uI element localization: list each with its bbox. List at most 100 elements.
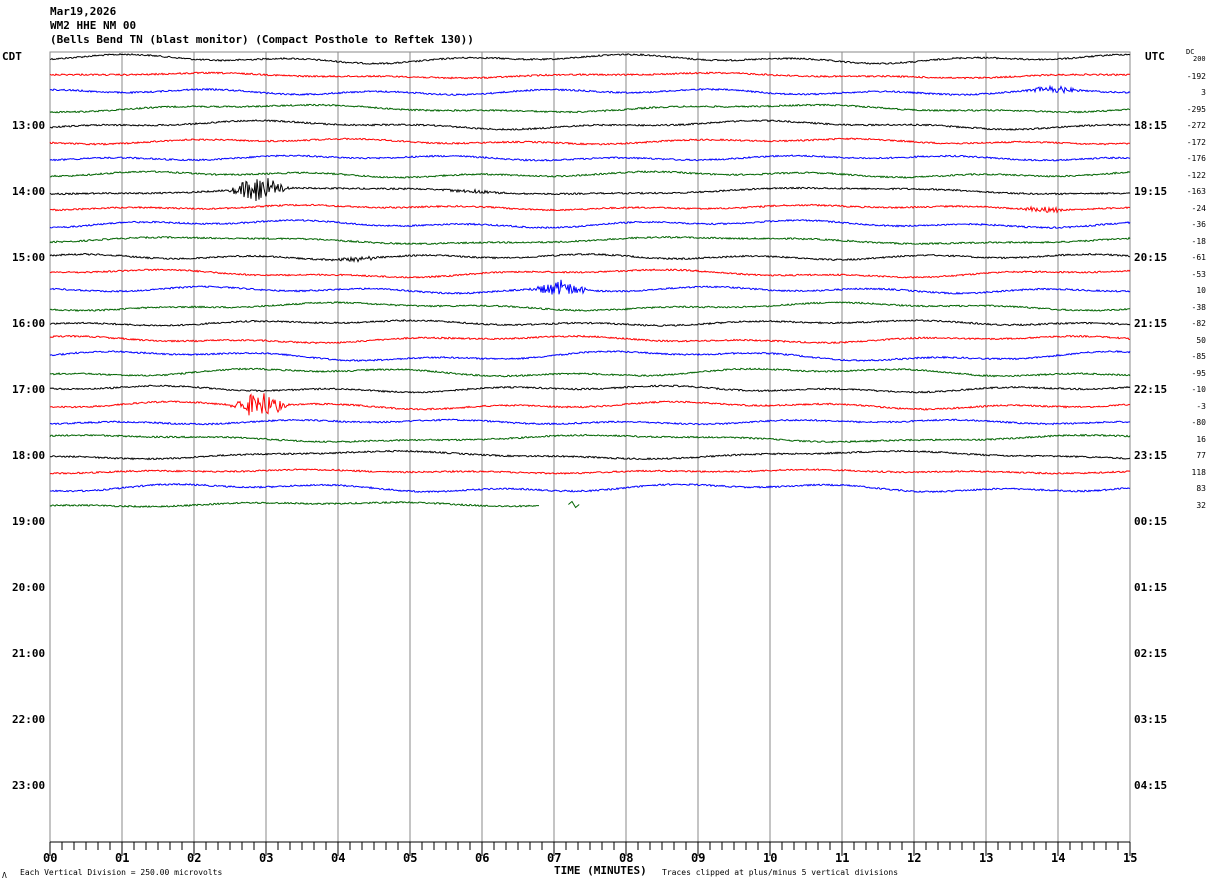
x-tick-label: 05 [403,851,418,865]
trace-fragment [568,500,580,509]
seismic-trace-18 [49,350,1131,362]
left-hour-label: 15:00 [12,251,46,264]
right-hour-label: 19:15 [1134,185,1168,198]
right-hour-label: 02:15 [1134,647,1168,660]
seismic-trace-0 [49,52,1131,65]
right-hour-label: 23:15 [1134,449,1168,462]
dc-offset: -272 [1186,121,1206,130]
x-tick-label: 07 [547,851,562,865]
seismic-trace-12 [49,252,1131,263]
seismic-trace-25 [49,468,1131,475]
dc-offset: -53 [1191,269,1206,279]
dc-offset: -85 [1191,352,1206,361]
seismic-trace-17 [49,334,1130,345]
left-hour-label: 23:00 [12,779,46,792]
scale-note: Each Vertical Division = 250.00 microvol… [20,868,223,877]
right-hour-label: 00:15 [1134,515,1168,528]
x-tick-label: 00 [43,851,58,865]
left-hour-label: 17:00 [12,383,46,396]
dc-offset: 10 [1196,286,1206,295]
right-hour-label: 21:15 [1134,317,1168,330]
dc-offset: -192 [1186,71,1206,81]
seismic-trace-4 [49,119,1131,131]
right-hour-label: 03:15 [1134,713,1168,726]
plot-frame [49,51,1131,843]
dc-offset: 83 [1196,484,1206,493]
seismic-trace-22 [49,418,1131,426]
dc-offset: -95 [1191,368,1206,378]
seismic-trace-14 [49,279,1131,295]
x-tick-label: 14 [1051,851,1066,865]
dc-offset: -295 [1186,104,1206,114]
description-label: (Bells Bend TN (blast monitor) (Compact … [50,33,474,46]
seismic-trace-27 [49,500,539,508]
seismic-trace-9 [49,203,1131,214]
x-axis-label: TIME (MINUTES) [554,864,647,877]
dc-offset: -80 [1191,418,1206,427]
left-hour-label: 21:00 [12,647,46,660]
dc-offset: -10 [1191,385,1206,394]
left-hour-label: 16:00 [12,317,46,330]
dc-offset: -38 [1191,302,1206,312]
seismic-trace-11 [49,235,1131,246]
seismic-trace-3 [49,103,1131,114]
seismic-trace-21 [49,393,1131,416]
seismic-trace-23 [49,433,1131,444]
left-hour-label: 13:00 [12,119,46,132]
dc-offset: 50 [1196,335,1206,345]
right-hour-label: 22:15 [1134,383,1168,396]
left-hour-label: 19:00 [12,515,46,528]
left-hour-label: 22:00 [12,713,46,726]
cdt-title: CDT [2,50,22,63]
left-hour-label: 14:00 [12,185,46,198]
x-tick-label: 10 [763,851,778,865]
dc-offset: -36 [1191,220,1206,229]
x-tick-label: 11 [835,851,850,865]
dc-title: DC [1186,48,1195,56]
dc-offset: -176 [1186,154,1206,163]
dc-offset: -18 [1191,236,1206,246]
seismic-trace-1 [49,71,1131,80]
x-tick-label: 15 [1123,851,1138,865]
dc-offset: -122 [1186,170,1206,180]
left-hour-label: 20:00 [12,581,46,594]
right-hour-label: 20:15 [1134,251,1168,264]
x-tick-label: 08 [619,851,634,865]
dc-offset: -172 [1186,137,1206,147]
dc-offset: 16 [1196,434,1206,444]
seismic-trace-5 [49,137,1131,146]
x-tick-label: 04 [331,851,346,865]
x-tick-label: 09 [691,851,706,865]
x-tick-label: 06 [475,851,490,865]
dc-offset: 118 [1191,467,1206,477]
right-hour-label: 01:15 [1134,581,1168,594]
right-hour-label: 04:15 [1134,779,1168,792]
station-label: WM2 HHE NM 00 [50,19,137,32]
seismic-trace-10 [49,218,1131,230]
seismic-trace-13 [49,268,1131,279]
seismic-trace-7 [49,170,1131,179]
dc-offset: -163 [1186,187,1206,196]
dc-offset: 3 [1201,88,1206,97]
seismic-trace-6 [49,154,1131,162]
right-hour-label: 18:15 [1134,119,1168,132]
seismic-trace-26 [49,483,1131,494]
utc-title: UTC [1145,50,1165,63]
dc-offset: -82 [1191,319,1206,328]
dc-offset: -24 [1191,203,1206,213]
left-hour-label: 18:00 [12,449,46,462]
seismic-trace-20 [49,384,1131,394]
dc-offset: -61 [1191,253,1206,262]
dc-offset: 77 [1196,451,1206,460]
seismic-trace-19 [49,367,1131,378]
date-label: Mar19,2026 [50,5,117,18]
x-tick-label: 03 [259,851,274,865]
x-tick-label: 13 [979,851,994,865]
clip-note: Traces clipped at plus/minus 5 vertical … [662,868,899,877]
dc-offset: 200 [1193,55,1206,63]
seismic-trace-2 [49,84,1131,97]
seismic-trace-8 [49,178,1131,202]
x-tick-label: 12 [907,851,922,865]
seismic-trace-16 [49,319,1131,327]
